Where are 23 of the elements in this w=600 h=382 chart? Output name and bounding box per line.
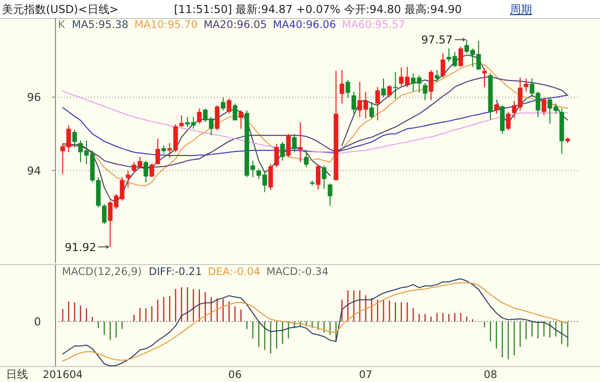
text: 0 [34,316,41,328]
text: MA20:96.05 [204,19,267,31]
y-tick-label: 96 [27,91,41,104]
text: 日线 [6,368,28,381]
text: MA60:95.57 [342,19,406,31]
x-tick-label: 08 [484,369,498,381]
x-tick-label: 07 [359,369,372,381]
annotation: 97.57 [421,34,453,47]
chart-title: 美元指数(USD)<日线> [2,3,119,16]
text: MA5:95.38 [72,19,128,31]
annotation: 91.92 [64,240,96,254]
text: DEA:-0.04 [208,266,261,278]
text: MACD:-0.34 [266,266,329,278]
x-tick-label: 06 [228,369,242,381]
text: DIFF:-0.21 [148,266,202,278]
text: MA40:96.06 [272,19,336,31]
y-tick-label: 94 [27,164,41,178]
annotation: K [58,19,66,31]
x-tick-label: 201604 [42,369,84,381]
legend-title: MACD(12,26,9) [62,266,142,278]
text: 周期 [510,3,532,16]
text: MA10:95.70 [134,19,198,31]
chart-subtitle: [11:51:50] 最新:94.87 +0.07% 今开:94.80 最高:94.90 [174,3,462,16]
